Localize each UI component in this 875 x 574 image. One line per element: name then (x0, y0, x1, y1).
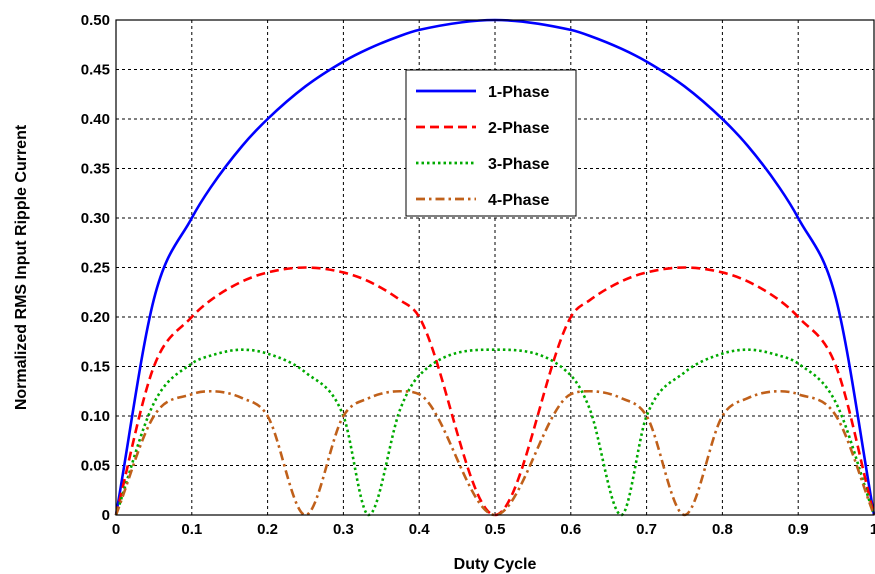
x-tick-label: 0.3 (333, 521, 354, 538)
x-tick-label: 0.8 (712, 521, 733, 538)
y-tick-label: 0 (102, 507, 110, 524)
y-tick-label: 0.25 (81, 260, 110, 277)
plot-frame (115, 19, 875, 516)
grid (116, 20, 874, 515)
y-axis-label: Normalized RMS Input Ripple Current (13, 124, 30, 410)
x-tick-label: 1 (870, 521, 875, 538)
x-axis-label: Duty Cycle (454, 556, 537, 573)
x-tick-label: 0.4 (409, 521, 431, 538)
x-tick-label: 0.1 (181, 521, 202, 538)
legend: 1-Phase 2-Phase 3-Phase 4-Phase (405, 69, 577, 217)
y-tick-label: 0.05 (81, 458, 110, 475)
y-tick-label: 0.40 (81, 111, 110, 128)
legend-box (405, 69, 577, 217)
y-tick-label: 0.30 (81, 210, 110, 227)
y-tick-label: 0.35 (81, 161, 110, 178)
x-tick-label: 0.9 (788, 521, 809, 538)
x-tick-label: 0.6 (560, 521, 581, 538)
legend-label: 2-Phase (488, 120, 549, 137)
y-tick-label: 0.50 (81, 12, 110, 29)
y-tick-label: 0.10 (81, 408, 110, 425)
legend-label: 4-Phase (488, 192, 549, 209)
y-tick-label: 0.15 (81, 359, 110, 376)
series-line-3 (114, 348, 875, 517)
y-tick-label: 0.20 (81, 309, 110, 326)
y-tick-label: 0.45 (81, 62, 110, 79)
legend-label: 1-Phase (488, 84, 549, 101)
x-tick-labels: 0 0.1 0.2 0.3 0.4 0.5 0.6 0.7 0.8 0.9 1 (112, 521, 875, 538)
series-line-4 (114, 389, 875, 517)
x-tick-label: 0.5 (485, 521, 506, 538)
x-tick-label: 0 (112, 521, 120, 538)
legend-label: 3-Phase (488, 156, 549, 173)
y-tick-labels: 0 0.05 0.10 0.15 0.20 0.25 0.30 0.35 0.40 0.45 0.5… (81, 12, 110, 524)
x-tick-label: 0.2 (257, 521, 278, 538)
x-tick-label: 0.7 (636, 521, 657, 538)
